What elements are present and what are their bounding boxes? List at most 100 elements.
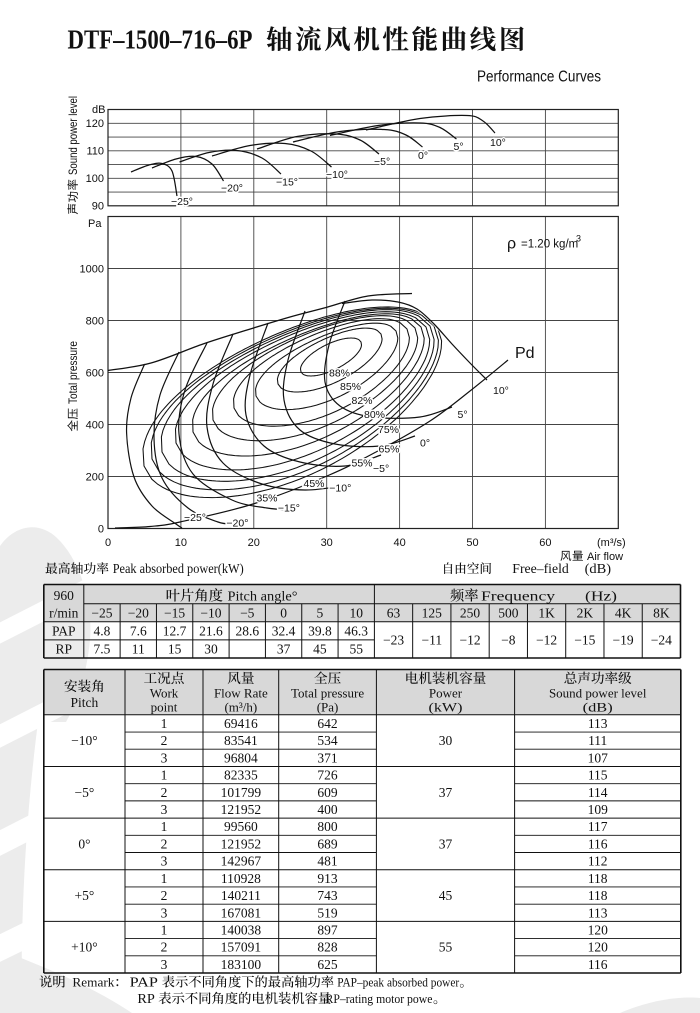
svg-text:−12: −12 [536,633,557,648]
svg-text:30: 30 [321,537,333,549]
svg-text:3: 3 [576,234,581,244]
svg-text:1: 1 [161,716,168,731]
svg-text:10: 10 [175,537,187,549]
svg-text:63: 63 [387,606,401,621]
svg-text:3: 3 [161,750,168,765]
svg-text:35%: 35% [257,493,278,505]
svg-text:45: 45 [439,888,453,903]
svg-text:600: 600 [86,367,104,379]
svg-text:46.3: 46.3 [344,624,368,639]
svg-text:−12: −12 [459,633,480,648]
svg-text:Pitch angle°: Pitch angle° [228,589,298,604]
svg-text:45: 45 [313,642,327,657]
svg-text:PAP–peak absorbed power: PAP–peak absorbed power [337,975,460,990]
svg-text:Work: Work [150,686,179,701]
svg-text:Pitch: Pitch [71,695,99,710]
svg-text:82%: 82% [352,395,373,407]
svg-text:0°: 0° [420,438,430,450]
svg-text:2: 2 [161,733,168,748]
svg-text:96804: 96804 [224,750,258,765]
svg-text:RP: RP [137,991,155,1006]
svg-text:30: 30 [204,642,218,657]
svg-text:828: 828 [317,940,338,955]
svg-text:−15: −15 [164,606,185,621]
svg-text:Pa: Pa [88,218,102,230]
svg-text:55%: 55% [352,458,373,470]
svg-text:(m³/s): (m³/s) [597,537,626,549]
svg-text:Air flow: Air flow [587,551,623,563]
svg-text:55: 55 [439,940,453,955]
svg-text:−15°: −15° [278,503,300,515]
svg-text:40: 40 [393,537,405,549]
svg-text:534: 534 [317,733,338,748]
svg-text:60: 60 [539,537,551,549]
svg-text:642: 642 [317,716,337,731]
svg-text:113: 113 [588,716,608,731]
svg-text:113: 113 [588,905,608,920]
svg-text:7.5: 7.5 [94,642,111,657]
svg-text:Flow Rate: Flow Rate [214,686,268,701]
svg-text:32.4: 32.4 [272,624,296,639]
svg-text:114: 114 [588,785,608,800]
svg-text:−5°: −5° [75,785,95,800]
svg-text:88%: 88% [329,368,350,380]
svg-text:point: point [151,700,178,715]
svg-text:897: 897 [317,922,338,937]
svg-text:(Hz): (Hz) [585,589,617,604]
svg-text:4K: 4K [615,606,632,621]
svg-text:116: 116 [588,836,608,851]
svg-text:5°: 5° [458,409,468,421]
svg-text:r/min: r/min [49,606,78,621]
svg-text:142967: 142967 [221,854,262,869]
svg-text:140038: 140038 [221,922,262,937]
svg-text:45%: 45% [304,478,325,490]
svg-text:dB: dB [92,104,105,116]
svg-text:PAP: PAP [52,624,76,639]
svg-text:−19: −19 [613,633,634,648]
svg-text:82335: 82335 [224,768,258,783]
svg-text:50: 50 [466,537,478,549]
svg-text:109: 109 [588,802,609,817]
svg-text:0: 0 [105,537,111,549]
svg-text:−20°: −20° [221,183,243,195]
svg-text:200: 200 [86,471,104,483]
svg-text:157091: 157091 [221,940,262,955]
svg-text:−10°: −10° [71,733,98,748]
svg-text:110: 110 [86,146,104,158]
svg-text:28.6: 28.6 [235,624,259,639]
svg-text:120: 120 [588,922,609,937]
svg-text:−10°: −10° [326,169,348,181]
svg-text:167081: 167081 [221,905,262,920]
svg-text:80%: 80% [364,409,385,421]
svg-text:55: 55 [349,642,363,657]
svg-text:960: 960 [54,588,75,603]
svg-text:183100: 183100 [221,957,262,972]
svg-text:371: 371 [317,750,337,765]
svg-text:69416: 69416 [224,716,258,731]
svg-text:RP: RP [56,642,73,657]
svg-text:1000: 1000 [80,263,104,275]
svg-text:Power: Power [429,686,463,701]
svg-text:125: 125 [422,606,443,621]
svg-text:(Pa): (Pa) [317,700,339,715]
svg-text:−10°: −10° [329,483,351,495]
svg-text:481: 481 [317,854,337,869]
svg-text:1: 1 [161,768,168,783]
svg-text:−8: −8 [501,633,516,648]
svg-text:112: 112 [588,854,608,869]
svg-text:37: 37 [439,836,453,851]
svg-text:−5°: −5° [374,156,390,168]
svg-text:609: 609 [317,785,338,800]
svg-text:250: 250 [460,606,481,621]
svg-text:11: 11 [132,642,145,657]
svg-text:1: 1 [161,819,168,834]
svg-text:12.7: 12.7 [163,624,187,639]
svg-text:0°: 0° [418,150,428,162]
svg-text:2: 2 [161,836,168,851]
svg-text:116: 116 [588,957,608,972]
svg-text:(m³/h): (m³/h) [224,700,257,715]
svg-text:115: 115 [588,768,608,783]
svg-text:20: 20 [248,537,260,549]
svg-text:101799: 101799 [221,785,262,800]
svg-text:3: 3 [161,854,168,869]
